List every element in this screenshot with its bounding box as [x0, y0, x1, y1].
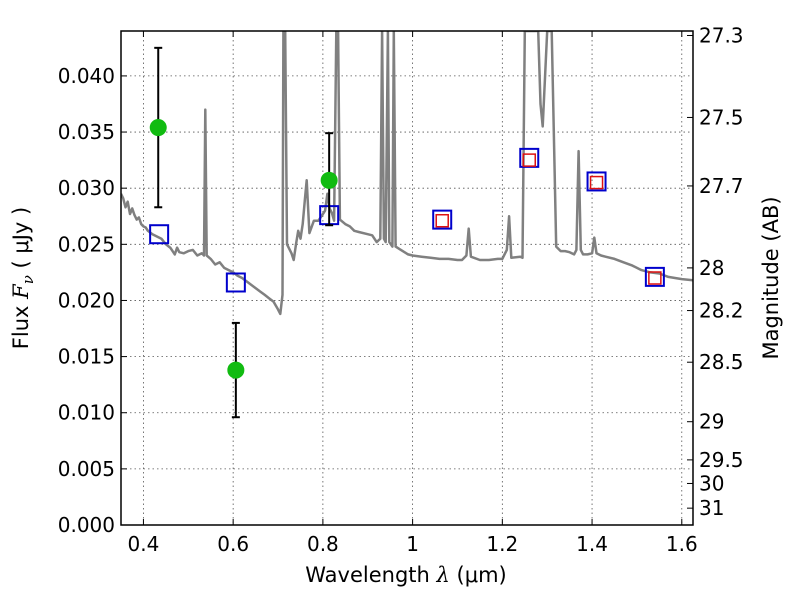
- mag-tick-label: 29.5: [699, 448, 744, 472]
- nir-bandflux-marker: [589, 175, 604, 190]
- model-bandflux-marker: [149, 224, 170, 245]
- y-tick-label: 0.005: [58, 457, 115, 481]
- y-tick-label: 0.020: [58, 288, 115, 312]
- y-tick-label: 0.025: [58, 232, 115, 256]
- x-axis-label: Wavelength λ (μm): [305, 563, 506, 587]
- mag-tick-label: 27.7: [699, 174, 744, 198]
- model-spectrum: [121, 31, 693, 316]
- mag-tick-label: 28.5: [699, 350, 744, 374]
- spectrum-line: [121, 31, 693, 316]
- mag-tick-label: 28.2: [699, 299, 744, 323]
- x-tick-label: 0.4: [128, 532, 160, 556]
- y-tick-label: 0.030: [58, 176, 115, 200]
- grid: [121, 31, 693, 526]
- y-tick-label: 0.035: [58, 120, 115, 144]
- y-tick-label: 0.000: [58, 513, 115, 537]
- mag-tick-label: 27.5: [699, 105, 744, 129]
- y-tick-label: 0.010: [58, 401, 115, 425]
- model-bandflux-marker: [586, 171, 607, 192]
- model-bandflux-marker: [519, 147, 540, 168]
- x-tick-label: 1.2: [486, 532, 518, 556]
- ticks: 0.4 0.6 0.8 1 1.2 1.4 1.6 0.000 0.005 0.010 0.015 0…: [58, 23, 744, 556]
- nir-bandflux-marker: [522, 153, 537, 167]
- markers: [149, 46, 665, 419]
- mag-tick-label: 29: [699, 410, 724, 434]
- nir-bandflux-marker: [435, 213, 449, 228]
- model-bandflux-marker: [432, 209, 453, 230]
- x-tick-label: 0.6: [217, 532, 249, 556]
- model-bandflux-marker: [644, 266, 665, 287]
- observed-point: [320, 171, 338, 189]
- nir-bandflux-marker: [648, 271, 662, 285]
- x-tick-label: 1.4: [576, 532, 608, 556]
- x-tick-label: 1: [406, 532, 419, 556]
- x-tick-label: 0.8: [307, 532, 339, 556]
- magnitude-axis-label: Magnitude (AB): [759, 196, 783, 359]
- mag-tick-label: 27.3: [699, 23, 744, 47]
- x-tick-label: 1.6: [666, 532, 698, 556]
- observed-point: [149, 119, 167, 137]
- y-tick-label: 0.040: [58, 64, 115, 88]
- plot-frame: [120, 30, 694, 526]
- mag-tick-label: 31: [699, 496, 724, 520]
- y-tick-label: 0.015: [58, 345, 115, 369]
- y-axis-label: Flux Fν ( μJy ): [9, 207, 37, 349]
- mag-tick-label: 30: [699, 471, 724, 495]
- model-bandflux-marker: [225, 272, 246, 293]
- mag-tick-label: 28: [699, 256, 724, 280]
- observed-point: [227, 361, 245, 379]
